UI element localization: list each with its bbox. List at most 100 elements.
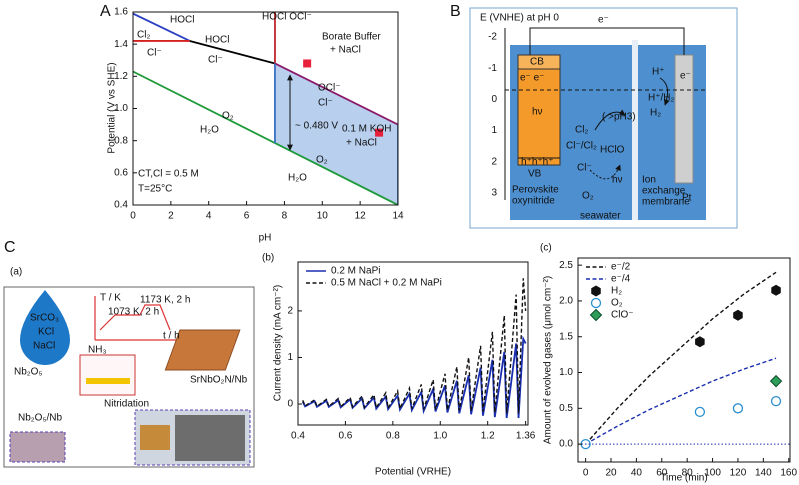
x-tick-label: 1.2	[481, 431, 495, 442]
y-tick-label: 2.5	[559, 260, 573, 271]
series-line	[274, 63, 398, 205]
sem-image	[175, 415, 245, 461]
schematic-label: 1073 K, 2 h	[108, 307, 159, 318]
scale-label: 0	[491, 94, 497, 105]
scale-label: -2	[488, 32, 497, 43]
series-line	[301, 335, 527, 419]
diagram-label: e⁻	[598, 15, 609, 26]
diagram-label: h⁺h⁺h⁺	[521, 157, 554, 168]
series-line	[585, 357, 777, 445]
diagram-label: Pt	[682, 193, 692, 204]
x-tick-label: 20	[605, 468, 617, 479]
x-axis-title: Potential (VRHE)	[375, 467, 451, 478]
y-tick-label: 0.8	[114, 135, 128, 146]
scale-label: 2	[491, 156, 497, 167]
legend-label: O₂	[611, 298, 623, 309]
schematic-label: KCl	[38, 327, 54, 338]
y-axis-title: Current density (mA cm⁻²)	[273, 285, 284, 401]
diagram-label: oxynitride	[512, 196, 555, 207]
marker	[303, 59, 312, 68]
y-tick-label: 1.4	[114, 39, 128, 50]
panel-label: C	[4, 239, 16, 256]
y-tick-label: 2	[287, 306, 293, 317]
schematic-label: T / K	[100, 293, 121, 304]
schematic-label: SrNbO₂N/Nb	[190, 375, 248, 386]
heater	[86, 378, 130, 384]
wire	[529, 27, 685, 55]
schematic-label: NaCl	[33, 341, 55, 352]
plot-frame	[577, 257, 791, 463]
diagram-label: hν	[612, 175, 623, 186]
x-tick-label: 0	[130, 211, 136, 222]
diagram-label: H₂	[650, 108, 661, 119]
marker	[589, 308, 603, 322]
schematic-label: NH₃	[88, 345, 107, 356]
cb-band	[517, 54, 561, 70]
diagram-label: exchange	[642, 186, 686, 197]
series-line	[585, 271, 777, 445]
plots: A BC(a)(b)(c)0 2 4 6 8 10 12 140.40.60.81.01.21.…	[4, 3, 798, 483]
y-tick-label: 1.6	[114, 7, 128, 18]
panel-label: B	[450, 3, 461, 20]
x-tick-label: 100	[704, 468, 721, 479]
annotation: T=25°C	[138, 184, 172, 195]
annotation: ~ 0.480 V	[295, 121, 338, 132]
schematic-label: 1173 K, 2 h	[140, 295, 190, 306]
x-tick-label: 0.4	[291, 431, 305, 442]
y-tick-label: 0.0	[559, 439, 573, 450]
photo	[9, 431, 66, 463]
annotation: CT,Cl = 0.5 M	[138, 169, 199, 180]
x-tick-label: 4	[206, 211, 212, 222]
y-tick-label: 1.0	[559, 367, 573, 378]
x-tick-label: 2	[168, 211, 174, 222]
annotation: Cl₂	[137, 30, 150, 41]
product	[164, 329, 241, 371]
x-tick-label: 120	[730, 468, 747, 479]
annotation: O₂	[316, 155, 328, 166]
x-tick-label: 40	[631, 468, 643, 479]
annotation: H₂O	[288, 173, 307, 184]
marker	[695, 336, 705, 348]
perovskite	[517, 54, 561, 166]
y-tick-label: 2.0	[559, 296, 573, 307]
schematic-label: SrCO₃	[30, 313, 59, 324]
diagram-label: Ion	[642, 175, 656, 186]
panel-label: A	[100, 3, 111, 20]
y-axis-title: Potential (V vs SHE)	[107, 62, 118, 153]
y-tick-label: 1.2	[114, 71, 128, 82]
annotation: O₂	[222, 111, 234, 122]
annotation: HOCl OCl⁻	[262, 12, 312, 23]
legend-label: H₂	[611, 286, 622, 297]
series-line	[302, 278, 527, 414]
x-tick-label: 160	[780, 468, 797, 479]
legend-label: 0.5 M NaCl + 0.2 M NaPi	[331, 278, 442, 289]
diagram-label: O₂	[582, 191, 594, 202]
marker	[591, 285, 601, 297]
plot-frame	[297, 261, 529, 426]
legend-label: ClO⁻	[611, 310, 634, 321]
diagram-label: H⁺/H₂	[648, 93, 675, 104]
marker	[732, 403, 744, 414]
x-tick-label: 140	[755, 468, 772, 479]
schematic-label: Nb₂O₅/Nb	[18, 413, 62, 424]
y-tick-label: 1	[287, 352, 293, 363]
legend-label: 0.2 M NaPi	[331, 266, 380, 277]
diagram-label: Cl⁻	[577, 163, 592, 174]
droplet	[20, 290, 70, 365]
schematic-label: t / h	[163, 331, 180, 342]
annotation: + NaCl	[330, 45, 361, 56]
annotation: Cl⁻	[318, 98, 333, 109]
x-tick-label: 0.8	[386, 431, 400, 442]
diagram-label: VB	[528, 169, 542, 180]
annotation: HOCl	[170, 15, 194, 26]
annotation: Cl⁻	[208, 55, 223, 66]
y-tick-label: 0.4	[114, 200, 128, 211]
panel-label: (b)	[262, 253, 274, 264]
diagram-label: hν	[532, 107, 543, 118]
series-line	[133, 12, 191, 42]
diagram-label: Perovskite	[512, 185, 559, 196]
x-tick-label: 1.0	[433, 431, 447, 442]
x-tick-label: 0.6	[338, 431, 352, 442]
arrow	[659, 77, 670, 106]
